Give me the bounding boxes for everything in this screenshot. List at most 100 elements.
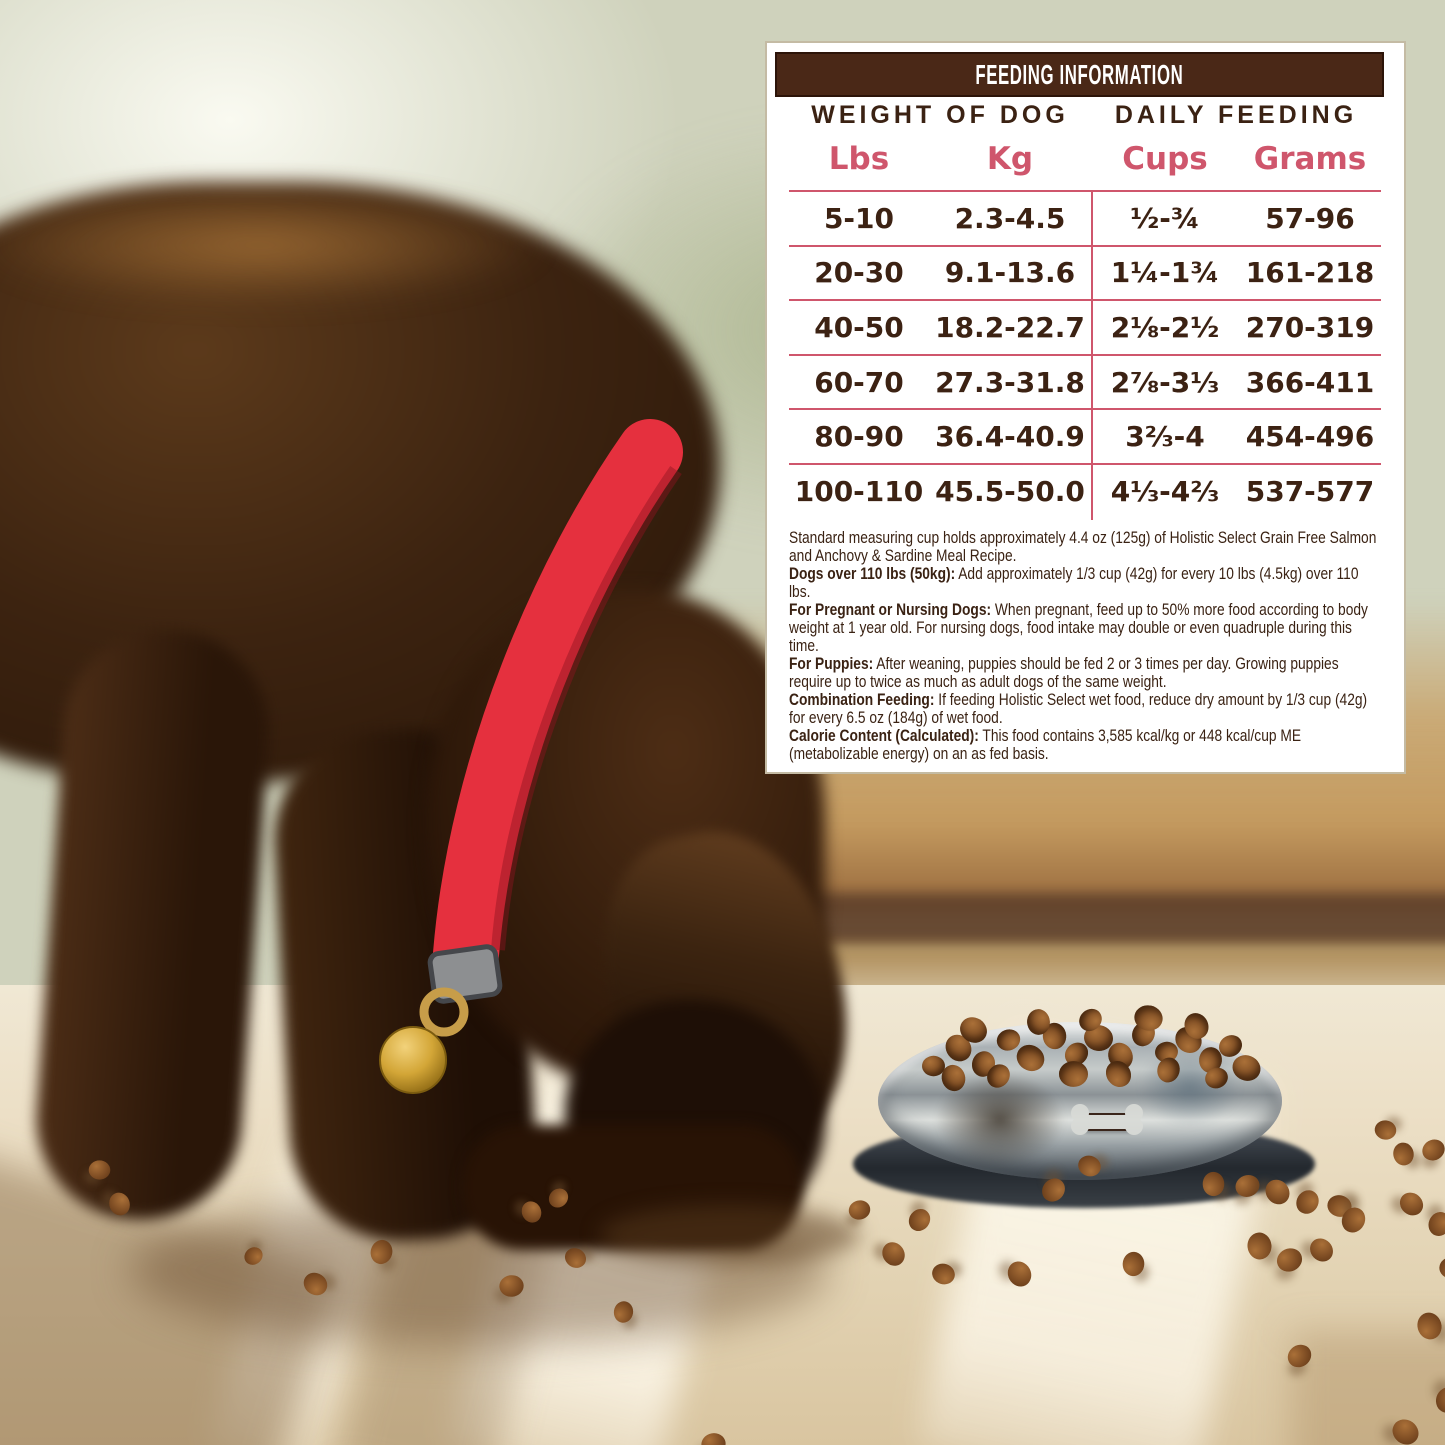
cell-kg: 9.1-13.6 [944, 256, 1076, 290]
note-lead: For Puppies: [789, 655, 874, 673]
group-header-weight: WEIGHT OF DOG [811, 101, 1069, 129]
puppy-back-highlight [0, 185, 550, 305]
note-item: For Puppies: After weaning, puppies shou… [789, 655, 1380, 691]
note-text: If feeding Holistic Select wet food, red… [789, 691, 1368, 727]
cell-lbs: 20-30 [814, 256, 904, 290]
column-header-cups: Cups [1122, 141, 1208, 177]
group-headers: WEIGHT OF DOG DAILY FEEDING [789, 101, 1381, 130]
kibble-piece [1202, 1171, 1225, 1197]
bowl-kibble [845, 1002, 1325, 1222]
cell-lbs: 5-10 [823, 201, 895, 235]
kibble-piece [1432, 1384, 1445, 1416]
note-text: This food contains 3,585 kcal/kg or 448 … [789, 727, 1302, 763]
kibble-piece [299, 1268, 332, 1300]
cell-lbs: 40-50 [814, 310, 904, 344]
kibble-piece [106, 1189, 133, 1219]
bowl-reflection-2 [1140, 1047, 1240, 1127]
kibble-piece [1391, 1140, 1416, 1168]
kibble-piece [1291, 1185, 1324, 1219]
cell-grams: 57-96 [1265, 201, 1355, 235]
feeding-panel: FEEDING INFORMATION WEIGHT OF DOG DAILY … [765, 41, 1406, 774]
cell-cups: 2⅛-2½ [1110, 310, 1220, 344]
cell-kg: 27.3-31.8 [935, 365, 1085, 399]
dog-bowl [845, 1002, 1325, 1222]
bone-emboss [1069, 1104, 1145, 1136]
table-row: 5-10 2.3-4.5 ½-¾ 57-96 [789, 190, 1381, 245]
kibble-piece [1305, 1233, 1338, 1267]
kibble-piece [544, 1184, 573, 1212]
note-text: Add approximately 1/3 cup (42g) for ever… [789, 565, 1359, 601]
cell-kg: 45.5-50.0 [935, 474, 1085, 508]
note-lead: Dogs over 110 lbs (50kg): [789, 565, 956, 583]
column-divider [1091, 190, 1094, 520]
kibble-piece [1438, 1256, 1445, 1280]
cell-cups: ½-¾ [1130, 201, 1200, 235]
kibble-piece [1273, 1244, 1306, 1276]
kibble-piece [1003, 1257, 1036, 1291]
cell-cups: 2⅞-3⅓ [1110, 365, 1220, 399]
cell-kg: 36.4-40.9 [935, 420, 1085, 454]
cell-kg: 2.3-4.5 [954, 201, 1066, 235]
kibble-piece [1232, 1171, 1263, 1201]
table-row: 60-70 27.3-31.8 2⅞-3⅓ 366-411 [789, 353, 1381, 409]
note-item: Dogs over 110 lbs (50kg): Add approximat… [789, 565, 1380, 601]
table-row: 40-50 18.2-22.7 2⅛-2½ 270-319 [789, 299, 1381, 354]
note-item: Calorie Content (Calculated): This food … [789, 727, 1380, 763]
cell-lbs: 100-110 [794, 474, 924, 508]
kibble-piece [1373, 1118, 1398, 1142]
kibble-piece [368, 1237, 395, 1267]
cell-grams: 270-319 [1245, 310, 1375, 344]
cell-grams: 537-577 [1245, 474, 1375, 508]
column-header-lbs: Lbs [828, 141, 890, 177]
table-row: 100-110 45.5-50.0 4⅓-4⅔ 537-577 [789, 462, 1381, 518]
kibble-piece [1418, 1135, 1445, 1165]
note-item: Standard measuring cup holds approximate… [789, 529, 1380, 565]
group-header-feeding: DAILY FEEDING [1114, 101, 1358, 129]
kibble-piece [1260, 1174, 1295, 1210]
column-header-grams: Grams [1253, 141, 1367, 177]
kibble-piece [612, 1299, 635, 1325]
cell-cups: 3⅔-4 [1125, 420, 1205, 454]
kibble-piece [922, 1055, 945, 1077]
column-headers: Lbs Kg Cups Grams [789, 141, 1381, 177]
kibble-piece [1074, 1152, 1105, 1180]
kibble-piece [1121, 1251, 1146, 1277]
kibble-piece [846, 1197, 873, 1223]
kibble-piece [240, 1243, 267, 1269]
kibble-piece [904, 1204, 935, 1236]
kibble-piece [1387, 1414, 1424, 1445]
kibble-piece [561, 1244, 590, 1272]
table-row: 80-90 36.4-40.9 3⅔-4 454-496 [789, 408, 1381, 463]
muzzle-shadow [600, 1205, 860, 1265]
kibble-piece [699, 1431, 728, 1445]
kibble-piece [498, 1274, 525, 1298]
kibble-piece [1283, 1340, 1316, 1372]
feeding-table: 5-10 2.3-4.5 ½-¾ 57-96 20-30 9.1-13.6 1¼… [789, 190, 1381, 518]
note-text: When pregnant, feed up to 50% more food … [789, 601, 1368, 655]
cell-cups: 4⅓-4⅔ [1110, 474, 1220, 508]
note-lead: For Pregnant or Nursing Dogs: [789, 601, 992, 619]
note-lead: Calorie Content (Calculated): [789, 727, 979, 745]
note-item: Combination Feeding: If feeding Holistic… [789, 691, 1380, 727]
note-item: For Pregnant or Nursing Dogs: When pregn… [789, 601, 1380, 655]
kibble-piece [1395, 1187, 1428, 1221]
note-text: Standard measuring cup holds approximate… [789, 529, 1377, 565]
floor-shadow-right [1290, 1330, 1445, 1445]
kibble-piece [518, 1198, 545, 1226]
column-header-kg: Kg [986, 141, 1034, 177]
kibble-piece [929, 1260, 958, 1288]
kibble-piece [877, 1237, 910, 1271]
note-text: After weaning, puppies should be fed 2 o… [789, 655, 1339, 691]
kibble-piece [1414, 1309, 1445, 1343]
kibble-piece [1037, 1173, 1070, 1207]
cell-grams: 454-496 [1245, 420, 1375, 454]
kibble-piece [88, 1160, 111, 1180]
cell-lbs: 80-90 [814, 420, 904, 454]
panel-title: FEEDING INFORMATION [975, 58, 1184, 90]
cell-cups: 1¼-1¾ [1110, 256, 1220, 290]
kibble-piece [1246, 1231, 1273, 1261]
note-lead: Combination Feeding: [789, 691, 935, 709]
notes-block: Standard measuring cup holds approximate… [789, 529, 1380, 763]
